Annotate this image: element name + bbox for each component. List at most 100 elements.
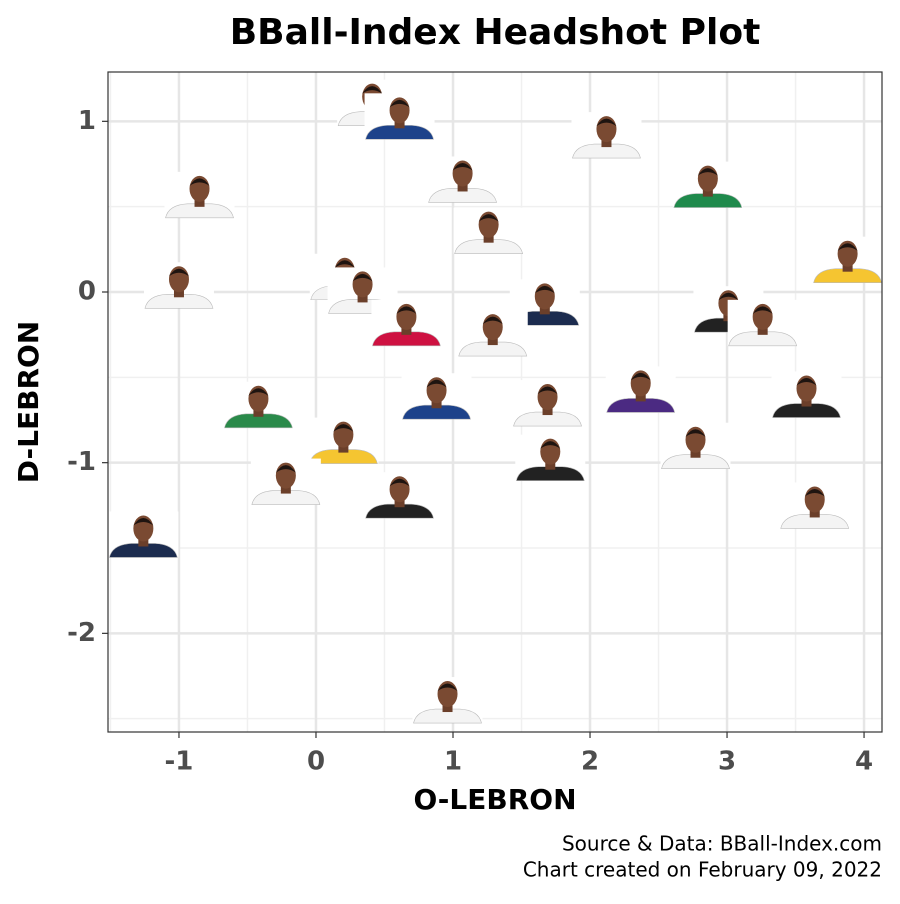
headshot — [605, 366, 676, 413]
neck — [338, 444, 349, 453]
jersey — [454, 239, 524, 254]
jersey — [365, 503, 434, 519]
neck — [431, 400, 442, 409]
hair — [837, 243, 858, 251]
headshot — [143, 262, 214, 309]
jersey — [513, 411, 582, 427]
neck — [253, 408, 264, 417]
hair — [389, 99, 410, 108]
neck — [545, 461, 556, 470]
y-tick-label: -2 — [67, 618, 96, 648]
headshot — [250, 458, 321, 505]
hair — [534, 285, 555, 294]
x-tick-label: -1 — [165, 747, 194, 777]
headshot — [515, 434, 586, 481]
headshot — [660, 422, 731, 470]
hair — [596, 118, 617, 127]
hair — [248, 388, 269, 396]
headshot — [672, 161, 743, 208]
caption: Source & Data: BBall-Index.com — [562, 832, 882, 856]
neck — [280, 485, 291, 494]
hair — [718, 292, 739, 301]
headshot — [779, 482, 850, 529]
neck — [690, 449, 701, 458]
headshot — [427, 156, 498, 203]
hair — [482, 316, 503, 325]
jersey — [458, 341, 528, 357]
hair — [275, 465, 296, 473]
hair — [804, 488, 825, 497]
hair — [452, 162, 473, 171]
neck — [809, 509, 820, 518]
jersey — [572, 143, 641, 159]
jersey — [772, 403, 841, 418]
headshot — [364, 93, 435, 140]
neck — [401, 326, 412, 335]
hair — [630, 372, 651, 381]
plot-area — [108, 79, 882, 724]
neck — [173, 289, 184, 298]
hair — [796, 378, 817, 386]
headshot — [812, 236, 882, 283]
hair — [537, 386, 558, 395]
headshot — [512, 380, 583, 427]
headshot — [453, 207, 524, 254]
neck — [394, 120, 405, 129]
headshot — [727, 299, 798, 347]
hair — [426, 379, 447, 388]
jersey — [309, 449, 378, 464]
x-tick-label: 0 — [307, 747, 325, 777]
hair — [389, 478, 410, 487]
headshot — [457, 310, 528, 357]
jersey — [224, 413, 293, 429]
headshot — [308, 417, 379, 464]
x-tick-label: 2 — [581, 747, 599, 777]
neck — [539, 306, 550, 315]
headshot — [371, 299, 442, 347]
hair — [334, 260, 355, 268]
neck — [635, 393, 646, 402]
hair — [133, 517, 154, 526]
hair — [333, 424, 354, 432]
neck — [601, 139, 612, 148]
caption: Chart created on February 09, 2022 — [523, 858, 882, 882]
y-tick-label: -1 — [67, 447, 96, 477]
neck — [702, 188, 713, 197]
headshot — [164, 171, 235, 219]
panel-border — [107, 71, 883, 733]
y-tick-label: 1 — [78, 106, 96, 136]
hair — [362, 86, 383, 94]
hair — [478, 214, 499, 222]
jersey — [372, 331, 441, 347]
jersey — [661, 454, 730, 470]
jersey — [108, 543, 178, 558]
neck — [457, 183, 468, 192]
headshot — [364, 472, 435, 519]
neck — [394, 499, 405, 508]
y-tick-label: 0 — [78, 277, 96, 307]
x-axis-label: O-LEBRON — [413, 783, 576, 816]
jersey — [402, 404, 471, 420]
neck — [138, 538, 149, 547]
jersey — [728, 331, 798, 347]
neck — [357, 294, 368, 303]
jersey — [515, 466, 585, 481]
chart-title: BBall-Index Headshot Plot — [230, 12, 761, 53]
jersey — [144, 293, 214, 309]
neck — [442, 704, 453, 713]
jersey — [428, 188, 497, 203]
jersey — [606, 398, 676, 413]
jersey — [813, 268, 882, 283]
neck — [483, 234, 494, 243]
headshot — [223, 381, 294, 429]
jersey — [780, 514, 850, 529]
hair — [540, 441, 561, 449]
x-tick-label: 1 — [444, 747, 462, 777]
headshot — [401, 373, 472, 420]
jersey — [251, 490, 321, 505]
hair — [697, 168, 718, 176]
neck — [542, 407, 553, 416]
neck — [757, 326, 768, 335]
x-tick-label: 4 — [855, 747, 873, 777]
